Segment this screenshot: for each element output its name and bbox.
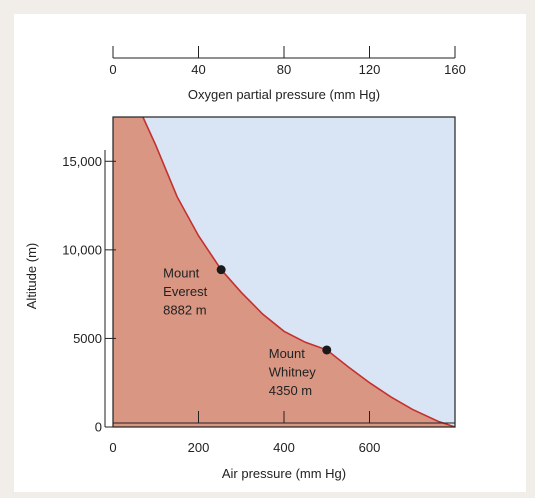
oxygen-tick-label: 160 (444, 62, 466, 77)
y-tick-label: 10,000 (62, 242, 102, 257)
x-tick-label: 200 (188, 440, 210, 455)
oxygen-tick-label: 80 (277, 62, 291, 77)
y-tick-label: 0 (95, 420, 102, 435)
x-axis: 0 200 400 600 Air pressure (mm Hg) (109, 411, 455, 481)
x-tick-label: 600 (359, 440, 381, 455)
y-axis: 0 5000 10,000 15,000 Altitude (m) (24, 150, 116, 435)
mountain-point-marker (322, 345, 332, 355)
mountain-point-label: 4350 m (269, 383, 312, 398)
oxygen-axis-title: Oxygen partial pressure (mm Hg) (188, 87, 380, 102)
mountain-points: Mount Everest 8882 m Mount Whitney 4350 m (163, 265, 332, 398)
x-tick-label: 0 (109, 440, 116, 455)
plot-frame (112, 116, 456, 428)
x-axis-ticks: 0 200 400 600 (109, 411, 380, 455)
mountain-point-label: Mount (163, 266, 200, 281)
pressure-altitude-curve (142, 116, 456, 428)
y-axis-ticks: 0 5000 10,000 15,000 (62, 154, 116, 435)
mountain-point-label: Everest (163, 284, 207, 299)
y-tick-label: 15,000 (62, 154, 102, 169)
oxygen-tick-label: 120 (359, 62, 381, 77)
oxygen-axis: 0 40 80 120 160 Oxygen partial pressure (mm … (109, 46, 466, 102)
y-tick-label: 5000 (73, 331, 102, 346)
plot-area (112, 116, 456, 428)
mountain-point-label: 8882 m (163, 303, 206, 318)
y-axis-title: Altitude (m) (24, 243, 39, 309)
mountain-point-marker (216, 265, 226, 275)
x-tick-label: 400 (273, 440, 295, 455)
oxygen-tick-label: 0 (109, 62, 116, 77)
oxygen-tick-label: 40 (191, 62, 205, 77)
breathable-region-area (113, 117, 455, 427)
oxygen-axis-ticks: 0 40 80 120 160 (109, 46, 466, 77)
x-axis-title: Air pressure (mm Hg) (222, 466, 346, 481)
mountain-point-label: Mount (269, 346, 306, 361)
mountain-point-label: Whitney (269, 364, 316, 379)
